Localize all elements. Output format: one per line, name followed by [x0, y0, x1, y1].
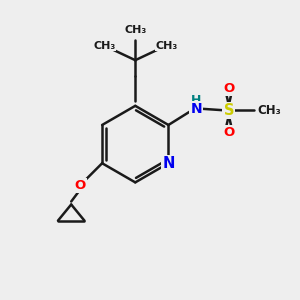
Text: H: H [191, 94, 202, 107]
Text: N: N [190, 102, 202, 116]
Text: S: S [224, 103, 234, 118]
Text: O: O [223, 126, 234, 139]
Text: N: N [162, 156, 175, 171]
Text: O: O [223, 82, 234, 95]
Text: CH₃: CH₃ [257, 104, 281, 117]
Text: CH₃: CH₃ [155, 41, 177, 51]
Text: O: O [74, 179, 86, 192]
Text: CH₃: CH₃ [93, 41, 116, 51]
Text: CH₃: CH₃ [124, 25, 146, 35]
